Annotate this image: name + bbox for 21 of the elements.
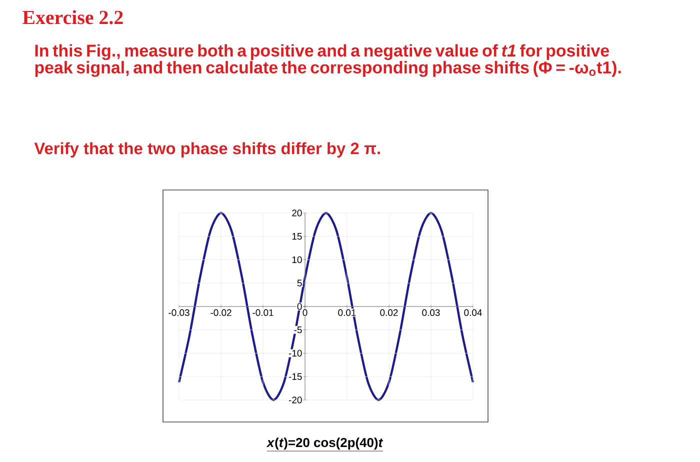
x-tick-label: 0.04 [464,309,482,316]
y-tick-label: -5 [294,326,302,334]
x-tick-label: -0.03 [168,309,190,316]
y-tick-label: -20 [288,396,302,404]
text: Verify that the two phase shifts differ by 2 π. [34,142,380,158]
x-tick-label: -0.02 [210,309,232,316]
y-tick-label: 0 [297,303,302,310]
y-tick-label: -10 [288,350,302,357]
chart-subtitle: In this Fig., measure both a positive and a negative value of t1 for positive peak signal, and then calculate the corresponding phase shifts (Φ = -ω$_{o}$t1). [35,44,621,77]
y-tick-label: 15 [292,233,302,240]
y-tick-label: -15 [288,373,302,380]
x-tick-label: -0.01 [252,309,274,316]
y-tick-label: 10 [292,256,302,264]
x-tick-label: 0.02 [380,309,398,316]
x-tick-label: 0 [302,309,308,316]
y-tick-label: 20 [292,210,302,216]
x-tick-label: 0.01 [338,309,356,316]
x-axis-title: x(t)=20 cos(2p(40)t [266,438,384,450]
x-tick-label: 0.03 [422,309,440,316]
y-tick-label: 5 [297,280,302,286]
chart-title: Exercise 2.2 [22,10,123,24]
